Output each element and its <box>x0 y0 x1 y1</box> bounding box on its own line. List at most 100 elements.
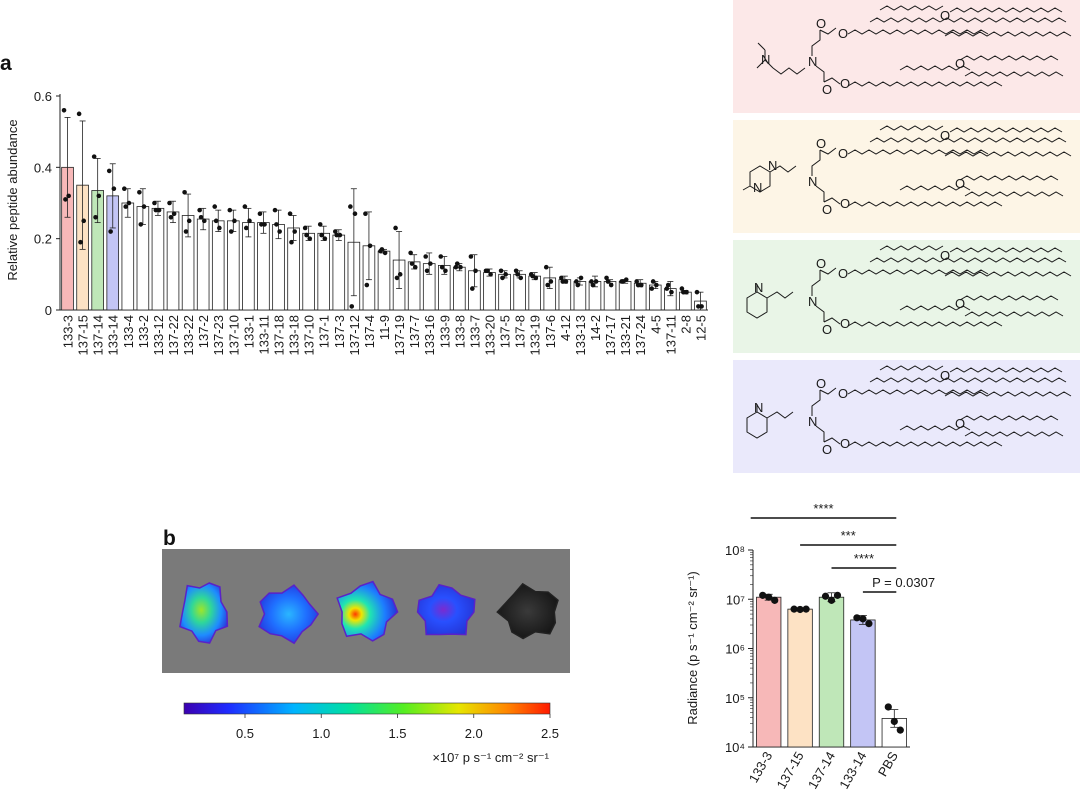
alkyl-chain <box>847 201 1003 207</box>
colorbar-gradient <box>183 702 551 715</box>
data-point <box>317 222 323 227</box>
data-point <box>66 193 71 199</box>
x-tick-label: 137-14 <box>91 315 106 355</box>
bar-chart-peptide-abundance: Relative peptide abundance 0 0.2 0.4 0.6 133… <box>5 89 708 355</box>
data-point <box>108 229 113 234</box>
data-point <box>605 279 611 284</box>
data-point <box>243 225 249 231</box>
data-point <box>545 282 550 288</box>
oxygen-atom: O <box>840 436 850 451</box>
data-point <box>821 592 830 600</box>
radiance-y-axis-label: Radiance (p s⁻¹ cm⁻² sr⁻¹) <box>685 571 700 725</box>
x-tick-label: 137-22 <box>166 315 181 355</box>
alkyl-chain <box>949 247 1063 253</box>
oxygen-atom: O <box>955 296 965 311</box>
data-point <box>247 218 252 224</box>
x-tick-label: 133-8 <box>452 315 467 348</box>
data-point <box>412 264 418 270</box>
data-point <box>106 168 112 174</box>
significance-label: **** <box>813 501 833 516</box>
data-point <box>896 726 904 734</box>
bar <box>818 596 845 748</box>
bar <box>121 202 135 311</box>
headgroup-bonds <box>746 284 794 319</box>
alkyl-chain <box>949 7 1063 13</box>
x-tick-label: 137-24 <box>633 315 648 355</box>
data-point <box>183 229 189 234</box>
x-tick-label: 133-2 <box>136 315 151 348</box>
data-point <box>458 264 463 270</box>
alkyl-chain <box>939 137 1067 143</box>
x-tick-label: 133-14 <box>106 315 121 355</box>
alkyl-chain <box>847 441 1003 447</box>
bar <box>498 273 511 311</box>
data-point <box>604 275 609 281</box>
x-tick-label: 137-4 <box>362 315 377 348</box>
bar <box>166 211 180 311</box>
oxygen-atom: O <box>940 8 950 23</box>
alkyl-chain <box>847 389 989 395</box>
alkyl-chain <box>847 29 989 35</box>
x-tick-label: 137-19 <box>392 315 407 355</box>
oxygen-atom: O <box>816 136 826 151</box>
y-tick-label: 10⁸ <box>725 543 745 558</box>
data-point <box>859 615 867 623</box>
data-point <box>93 214 98 220</box>
oxygen-atom: O <box>955 176 965 191</box>
data-point <box>759 591 767 599</box>
data-point <box>654 282 659 288</box>
organ-image <box>179 582 229 644</box>
data-point <box>122 186 127 192</box>
data-point <box>367 243 373 249</box>
data-point <box>201 218 207 224</box>
data-point <box>257 211 263 216</box>
x-tick-label: 11-9 <box>377 315 392 340</box>
x-tick-label: 137-12 <box>347 315 362 355</box>
x-tick-label: 4-12 <box>558 315 573 341</box>
x-tick-label: 133-18 <box>287 315 302 355</box>
nitrogen-atom: N <box>808 414 817 429</box>
x-tick-label: 137-18 <box>272 315 287 355</box>
data-point <box>853 614 861 622</box>
data-point <box>473 268 478 274</box>
x-tick-label: 133-4 <box>121 315 136 348</box>
lower-arm <box>815 65 841 85</box>
nitrogen-atom: N <box>753 180 762 195</box>
bar <box>377 250 391 311</box>
data-point <box>590 282 596 288</box>
lower-arm <box>815 305 841 325</box>
data-point <box>498 268 504 274</box>
bar <box>618 281 632 311</box>
oxygen-atom: O <box>940 128 950 143</box>
data-point <box>123 204 129 209</box>
alkyl-chain <box>847 269 989 275</box>
oxygen-atom: O <box>940 368 950 383</box>
data-point <box>409 261 415 266</box>
alkyl-chain <box>847 321 1003 327</box>
alkyl-chain <box>899 185 971 191</box>
data-point <box>289 239 294 245</box>
data-point <box>319 232 324 238</box>
data-point <box>865 620 873 628</box>
x-tick-label: 137-5 <box>498 315 513 348</box>
x-tick-label: 14-2 <box>588 315 603 341</box>
nitrogen-atom: N <box>761 52 770 67</box>
y-tick-label: 10⁶ <box>725 642 745 657</box>
oxygen-atom: O <box>838 146 848 161</box>
data-point <box>543 264 549 270</box>
data-point <box>379 247 385 252</box>
x-tick-label: 133-11 <box>256 315 271 355</box>
nitrogen-atom: N <box>808 54 817 69</box>
bar <box>787 608 813 748</box>
oxygen-atom: O <box>955 416 965 431</box>
nitrogen-atom: N <box>754 280 763 295</box>
x-tick-label: 137-17 <box>603 315 618 355</box>
alkyl-chain <box>949 127 1063 133</box>
data-point <box>890 717 898 726</box>
data-point <box>393 225 398 231</box>
data-point <box>138 222 144 227</box>
alkyl-chain <box>847 149 989 155</box>
oxygen-atom: O <box>838 386 848 401</box>
x-tick-label: 137-15 <box>773 749 806 792</box>
